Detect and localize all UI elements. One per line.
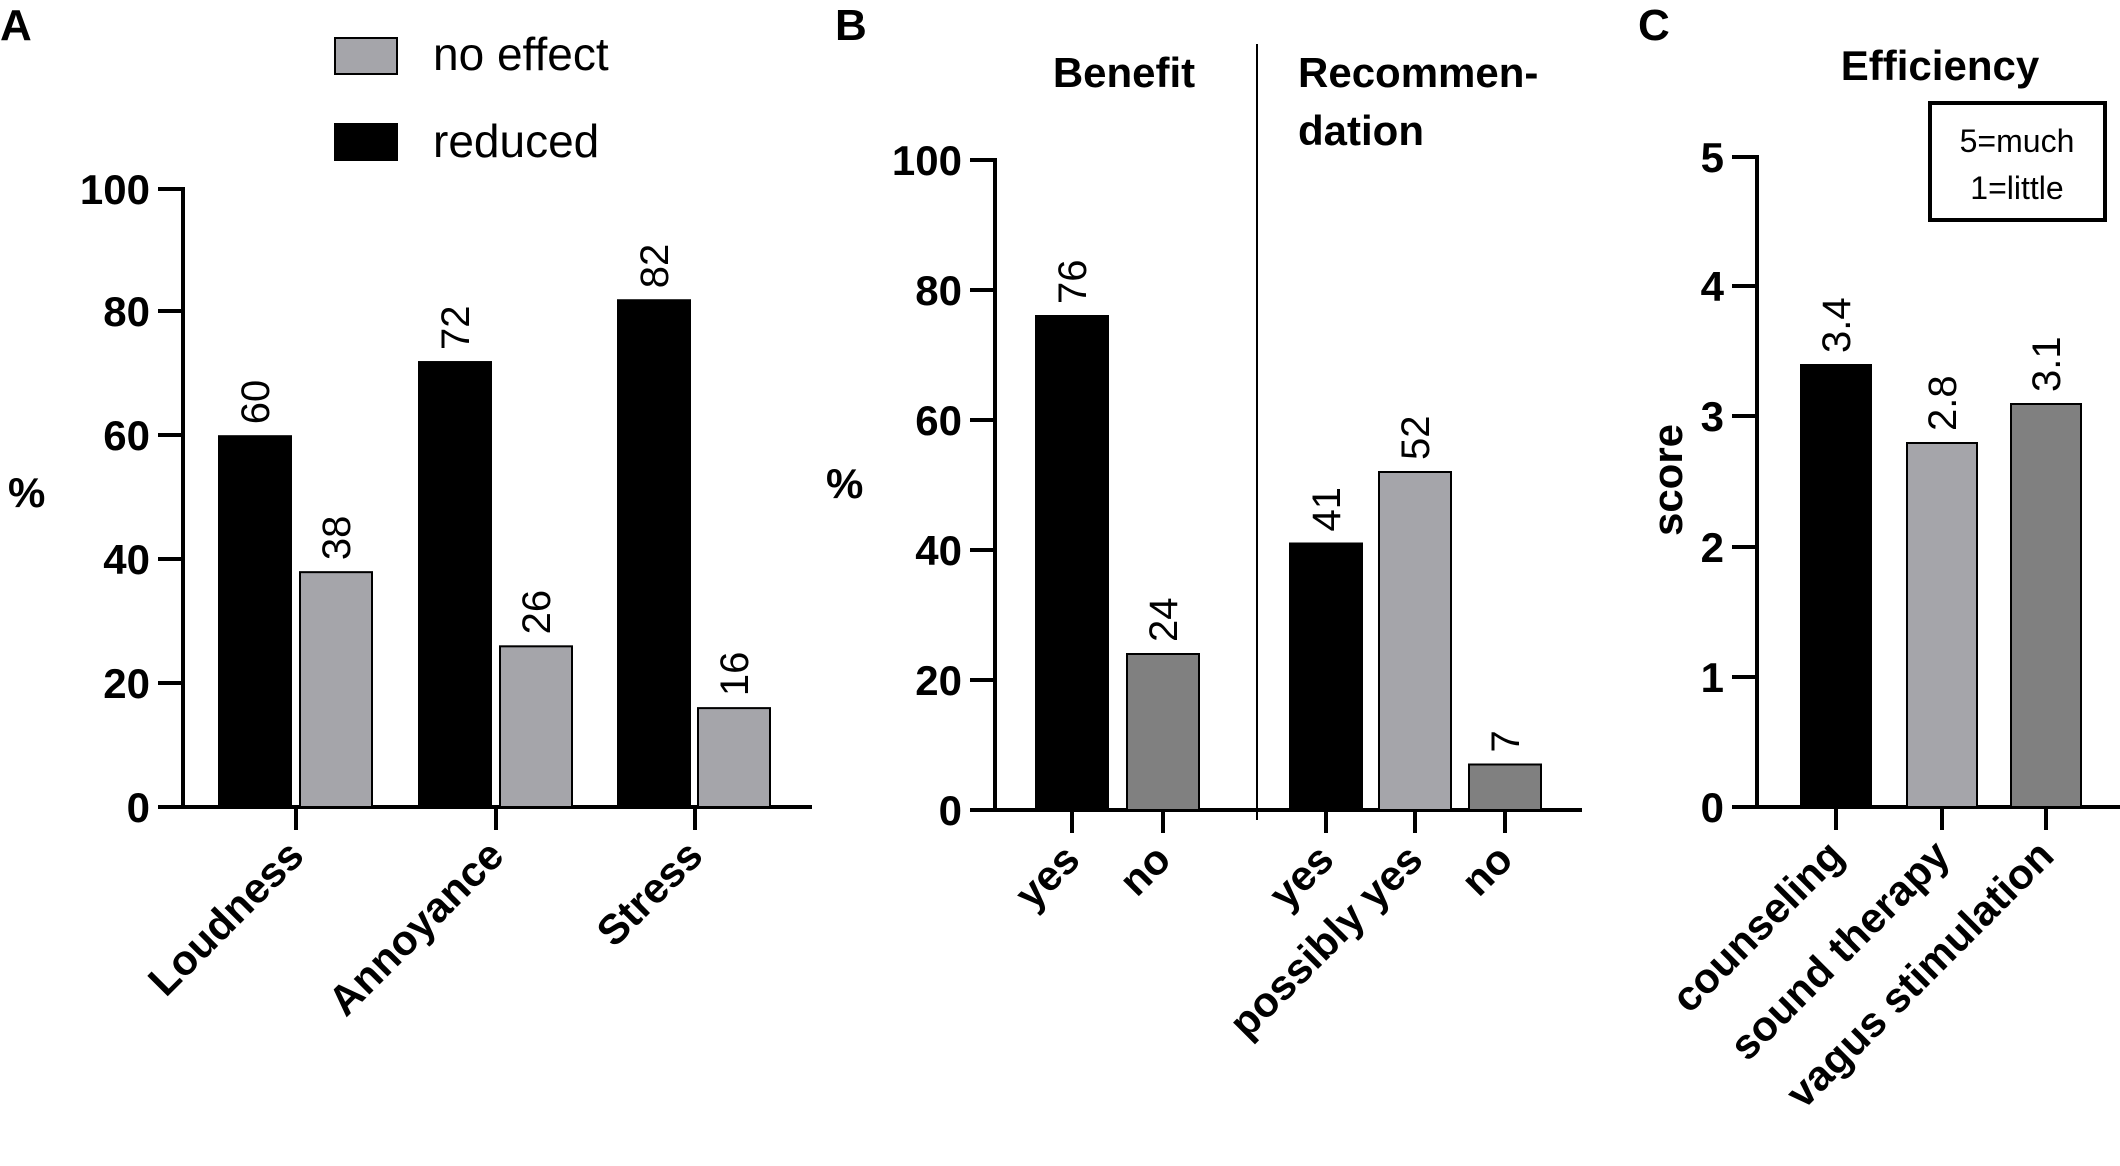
panel-b: B Benefit Recommen- dation % 0 20 40 60 … — [826, 1, 1582, 1047]
benefit-title: Benefit — [1053, 49, 1195, 96]
b-y-tick: 20 — [915, 657, 995, 704]
a-y-tick-label: 60 — [103, 412, 150, 459]
bar-sound-therapy — [1906, 442, 1978, 808]
bar-annoyance-reduced — [418, 361, 492, 808]
b-y-tick-label: 20 — [915, 657, 962, 704]
value-label: 7 — [1484, 730, 1528, 752]
value-label: 41 — [1305, 487, 1349, 532]
a-y-tick: 40 — [103, 536, 183, 583]
a-y-tick-label: 0 — [127, 784, 150, 831]
value-label: 82 — [633, 244, 677, 289]
value-label: 76 — [1051, 260, 1095, 305]
bar-loudness-reduced — [218, 435, 292, 808]
value-label: 26 — [515, 590, 559, 635]
value-label: 16 — [713, 652, 757, 697]
b-y-tick: 40 — [915, 527, 995, 574]
b-y-axis-label: % — [826, 460, 863, 507]
panel-a-letter: A — [0, 1, 32, 50]
legend-label-reduced: reduced — [433, 115, 599, 167]
value-label: 3.4 — [1815, 297, 1859, 353]
legend-label-no-effect: no effect — [433, 28, 609, 80]
b-y-tick: 80 — [915, 267, 995, 314]
panel-b-letter: B — [835, 1, 867, 50]
c-y-tick: 4 — [1701, 263, 1757, 310]
recommendation-title-line2: dation — [1298, 107, 1424, 154]
legend-swatch-reduced — [334, 123, 398, 161]
b-y-tick-label: 40 — [915, 527, 962, 574]
panel-c: C Efficiency 5=much 1=little score 0 1 2… — [1638, 1, 2120, 1117]
panel-a: A no effect reduced % 0 20 40 60 — [0, 1, 812, 1024]
a-category-label: Annoyance — [319, 831, 512, 1024]
c-y-tick-label: 5 — [1701, 134, 1724, 181]
bar-vagus-stimulation — [2010, 403, 2082, 808]
b-category-label: no — [1452, 835, 1522, 905]
bar-benefit-yes — [1035, 315, 1109, 811]
a-y-tick-label: 100 — [80, 166, 150, 213]
value-label: 60 — [234, 380, 278, 425]
b-y-tick-label: 0 — [939, 787, 962, 834]
bar-counseling — [1800, 364, 1872, 808]
c-chart-title: Efficiency — [1841, 42, 2040, 89]
legend-swatch-no-effect — [334, 37, 398, 75]
scale-note-line2: 1=little — [1970, 170, 2063, 206]
a-category-label: Stress — [587, 831, 711, 955]
c-y-axis-label: score — [1644, 424, 1691, 536]
scale-note-line1: 5=much — [1960, 123, 2075, 159]
legend: no effect reduced — [334, 28, 609, 167]
a-y-tick: 80 — [103, 288, 183, 335]
b-category-label: yes — [1006, 835, 1089, 918]
bar-recommendation-yes — [1289, 542, 1363, 811]
b-y-tick-label: 100 — [892, 137, 962, 184]
c-y-tick: 0 — [1701, 784, 1757, 831]
a-category-label: Loudness — [139, 831, 312, 1004]
c-y-tick-label: 2 — [1701, 524, 1724, 571]
recommendation-title-line1: Recommen- — [1298, 49, 1538, 96]
bar-recommendation-possibly-yes — [1378, 471, 1452, 811]
panel-c-letter: C — [1638, 1, 1670, 50]
bar-stress-no-effect — [697, 707, 771, 808]
bar-recommendation-no — [1468, 763, 1542, 811]
a-y-tick: 0 — [127, 784, 183, 831]
c-y-tick: 1 — [1701, 654, 1757, 701]
value-label: 72 — [434, 306, 478, 351]
b-category-label: no — [1110, 835, 1180, 905]
a-y-tick: 60 — [103, 412, 183, 459]
value-label: 52 — [1394, 416, 1438, 461]
b-y-tick-label: 80 — [915, 267, 962, 314]
b-y-tick-label: 60 — [915, 397, 962, 444]
a-y-tick-label: 80 — [103, 288, 150, 335]
c-y-tick-label: 1 — [1701, 654, 1724, 701]
a-y-tick: 100 — [80, 166, 183, 213]
value-label: 2.8 — [1921, 375, 1965, 431]
bar-stress-reduced — [617, 299, 691, 808]
b-y-tick: 0 — [939, 787, 995, 834]
bar-annoyance-no-effect — [499, 645, 573, 808]
b-y-tick: 100 — [892, 137, 995, 184]
b-y-tick: 60 — [915, 397, 995, 444]
c-y-tick-label: 3 — [1701, 393, 1724, 440]
bar-benefit-no — [1126, 653, 1200, 811]
a-y-tick-label: 40 — [103, 536, 150, 583]
a-y-axis-label: % — [8, 469, 45, 516]
value-label: 38 — [315, 516, 359, 561]
a-y-tick: 20 — [103, 660, 183, 707]
c-y-tick: 5 — [1701, 134, 1757, 181]
value-label: 3.1 — [2025, 336, 2069, 392]
c-y-tick: 3 — [1701, 393, 1757, 440]
value-label: 24 — [1142, 598, 1186, 643]
scale-note-box — [1928, 101, 2107, 222]
c-y-tick-label: 0 — [1701, 784, 1724, 831]
c-y-tick: 2 — [1701, 524, 1757, 571]
scale-note: 5=much 1=little — [1928, 101, 2107, 222]
bar-loudness-no-effect — [299, 571, 373, 808]
c-y-tick-label: 4 — [1701, 263, 1725, 310]
a-y-tick-label: 20 — [103, 660, 150, 707]
